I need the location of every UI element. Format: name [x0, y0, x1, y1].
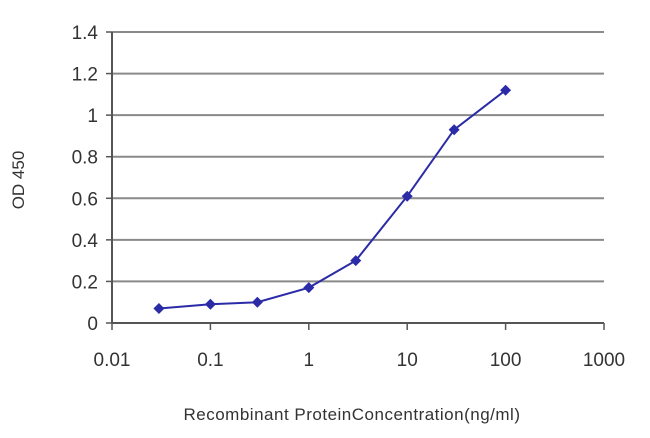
data-point-marker — [401, 190, 413, 202]
data-point-marker — [153, 302, 165, 314]
y-axis-title: OD 450 — [9, 151, 28, 210]
x-tick-label: 100 — [490, 350, 522, 371]
x-axis-ticks: 0.01 0.1 1 10 100 1000 — [94, 323, 625, 371]
series-layer — [153, 84, 512, 314]
data-point-marker — [204, 298, 216, 310]
data-point-marker — [448, 124, 460, 136]
x-axis-title: Recombinant ProteinConcentration(ng/ml) — [184, 405, 521, 424]
axes — [111, 32, 604, 324]
data-point-marker — [251, 296, 263, 308]
y-tick-label: 0.2 — [72, 272, 98, 293]
data-point-marker — [350, 255, 362, 267]
gridlines — [112, 31, 604, 283]
y-tick-label: 1.4 — [72, 23, 99, 44]
x-tick-label: 10 — [397, 350, 418, 371]
series-line — [158, 89, 507, 310]
y-tick-label: 0 — [87, 314, 98, 335]
x-tick-label: 0.01 — [94, 350, 131, 371]
data-point-marker — [500, 84, 512, 96]
x-tick-label: 1 — [304, 350, 315, 371]
y-axis-ticks: 0 0.2 0.4 0.6 0.8 1 1.2 1.4 — [72, 23, 112, 335]
data-point-marker — [303, 282, 315, 294]
x-tick-label: 0.1 — [197, 350, 223, 371]
y-tick-label: 0.4 — [72, 231, 99, 252]
x-tick-label: 1000 — [583, 350, 625, 371]
y-tick-label: 0.6 — [72, 189, 98, 210]
y-tick-label: 1.2 — [72, 65, 98, 86]
y-tick-label: 1 — [87, 106, 98, 127]
y-tick-label: 0.8 — [72, 148, 98, 169]
